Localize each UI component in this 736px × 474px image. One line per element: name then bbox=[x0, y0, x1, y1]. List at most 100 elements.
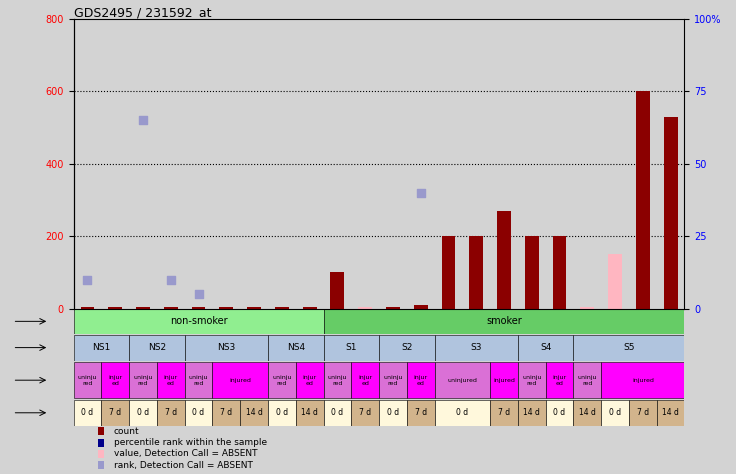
Bar bbox=[358, 307, 372, 309]
Text: injur
ed: injur ed bbox=[163, 375, 178, 385]
Text: uninju
red: uninju red bbox=[189, 375, 208, 385]
Bar bbox=[601, 400, 629, 426]
Text: 7 d: 7 d bbox=[109, 408, 121, 417]
Bar bbox=[302, 307, 316, 309]
Bar bbox=[108, 307, 122, 309]
Text: value, Detection Call = ABSENT: value, Detection Call = ABSENT bbox=[113, 449, 257, 458]
Text: NS4: NS4 bbox=[287, 343, 305, 352]
Bar bbox=[213, 362, 268, 399]
Point bbox=[415, 189, 427, 197]
Bar bbox=[129, 362, 157, 399]
Text: rank, Detection Call = ABSENT: rank, Detection Call = ABSENT bbox=[113, 461, 252, 470]
Bar bbox=[191, 307, 205, 309]
Bar bbox=[185, 400, 213, 426]
Point bbox=[193, 291, 205, 298]
Bar bbox=[490, 400, 518, 426]
Text: S1: S1 bbox=[345, 343, 357, 352]
Bar bbox=[157, 362, 185, 399]
Text: uninju
red: uninju red bbox=[78, 375, 97, 385]
Bar bbox=[553, 236, 567, 309]
Text: smoker: smoker bbox=[486, 316, 522, 326]
Text: uninju
red: uninju red bbox=[578, 375, 597, 385]
Bar bbox=[386, 307, 400, 309]
Text: uninju
red: uninju red bbox=[522, 375, 542, 385]
Text: NS1: NS1 bbox=[92, 343, 110, 352]
Bar bbox=[296, 362, 324, 399]
Bar bbox=[240, 400, 268, 426]
Bar bbox=[74, 335, 129, 361]
Text: uninju
red: uninju red bbox=[328, 375, 347, 385]
Bar bbox=[247, 307, 261, 309]
Bar bbox=[573, 362, 601, 399]
Bar bbox=[601, 362, 684, 399]
Text: uninju
red: uninju red bbox=[133, 375, 153, 385]
Text: injured: injured bbox=[230, 378, 251, 383]
Text: 7 d: 7 d bbox=[498, 408, 510, 417]
Text: injur
ed: injur ed bbox=[553, 375, 567, 385]
Text: 14 d: 14 d bbox=[578, 408, 595, 417]
Bar bbox=[434, 400, 490, 426]
Bar bbox=[379, 335, 434, 361]
Bar bbox=[74, 309, 324, 334]
Bar bbox=[98, 427, 105, 436]
Bar bbox=[525, 236, 539, 309]
Text: 0 d: 0 d bbox=[609, 408, 621, 417]
Text: 0 d: 0 d bbox=[331, 408, 344, 417]
Bar bbox=[324, 362, 351, 399]
Bar bbox=[518, 362, 545, 399]
Text: 0 d: 0 d bbox=[82, 408, 93, 417]
Bar bbox=[102, 362, 129, 399]
Bar bbox=[407, 362, 434, 399]
Bar bbox=[636, 91, 650, 309]
Bar bbox=[213, 400, 240, 426]
Point bbox=[137, 117, 149, 124]
Text: 7 d: 7 d bbox=[414, 408, 427, 417]
Bar bbox=[608, 255, 622, 309]
Bar bbox=[268, 362, 296, 399]
Text: 0 d: 0 d bbox=[456, 408, 468, 417]
Text: injur
ed: injur ed bbox=[414, 375, 428, 385]
Bar bbox=[330, 273, 344, 309]
Bar bbox=[629, 400, 657, 426]
Bar bbox=[74, 400, 102, 426]
Bar bbox=[324, 335, 379, 361]
Text: NS2: NS2 bbox=[148, 343, 166, 352]
Text: percentile rank within the sample: percentile rank within the sample bbox=[113, 438, 266, 447]
Bar bbox=[129, 335, 185, 361]
Text: 14 d: 14 d bbox=[662, 408, 679, 417]
Text: 7 d: 7 d bbox=[165, 408, 177, 417]
Point bbox=[82, 276, 93, 283]
Bar bbox=[219, 307, 233, 309]
Text: injur
ed: injur ed bbox=[108, 375, 122, 385]
Bar bbox=[518, 335, 573, 361]
Bar bbox=[74, 362, 102, 399]
Bar bbox=[98, 438, 105, 447]
Text: 14 d: 14 d bbox=[246, 408, 263, 417]
Bar bbox=[414, 305, 428, 309]
Bar bbox=[664, 117, 678, 309]
Text: injur
ed: injur ed bbox=[358, 375, 372, 385]
Point bbox=[387, 0, 399, 8]
Bar bbox=[185, 335, 268, 361]
Bar bbox=[129, 400, 157, 426]
Text: non-smoker: non-smoker bbox=[170, 316, 227, 326]
Point bbox=[165, 276, 177, 283]
Bar bbox=[545, 400, 573, 426]
Bar bbox=[518, 400, 545, 426]
Text: S2: S2 bbox=[401, 343, 412, 352]
Bar bbox=[275, 307, 289, 309]
Text: injur
ed: injur ed bbox=[302, 375, 316, 385]
Text: S3: S3 bbox=[470, 343, 482, 352]
Bar bbox=[136, 307, 150, 309]
Text: 0 d: 0 d bbox=[193, 408, 205, 417]
Text: uninju
red: uninju red bbox=[383, 375, 403, 385]
Bar bbox=[442, 236, 456, 309]
Bar bbox=[324, 309, 684, 334]
Bar bbox=[351, 400, 379, 426]
Bar bbox=[164, 307, 177, 309]
Point bbox=[248, 0, 260, 8]
Text: 7 d: 7 d bbox=[637, 408, 649, 417]
Bar bbox=[497, 211, 511, 309]
Bar bbox=[268, 335, 324, 361]
Text: 14 d: 14 d bbox=[301, 408, 318, 417]
